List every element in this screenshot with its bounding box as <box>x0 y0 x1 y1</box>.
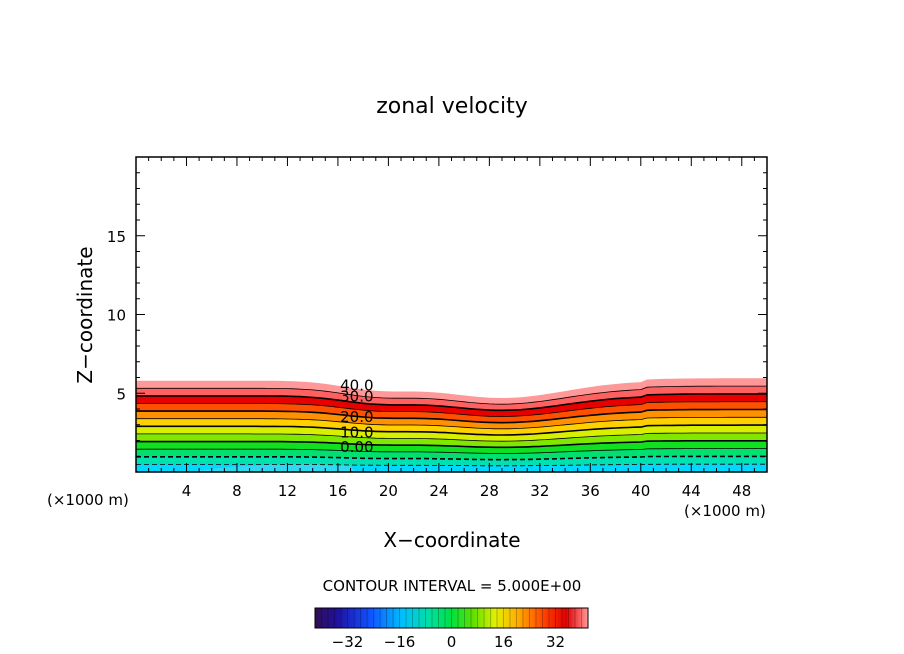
y-axis-label: Z−coordinate <box>73 246 97 383</box>
x-tick-label: 48 <box>732 482 751 500</box>
contour-line <box>136 416 767 430</box>
y-tick-label: 10 <box>107 307 126 325</box>
contour-line <box>136 455 767 461</box>
contour-label: 40.0 <box>340 376 373 394</box>
colorbar-tick-label: −16 <box>384 633 416 651</box>
x-tick-label: 16 <box>328 482 347 500</box>
contour-line <box>136 463 767 467</box>
contour-lines <box>136 385 767 467</box>
contour-line <box>136 448 767 454</box>
contour-labels: 40.030.0 20.010.00.00 <box>340 376 373 455</box>
contour-label: 0.00 <box>340 438 373 456</box>
x-tick-label: 12 <box>278 482 297 500</box>
x-tick-label: 28 <box>480 482 499 500</box>
contour-line <box>136 440 767 449</box>
colorbar-tick-label: 16 <box>494 633 513 651</box>
x-axis-label: X−coordinate <box>383 528 520 552</box>
x-tick-label: 8 <box>232 482 242 500</box>
x-tick-label: 20 <box>379 482 398 500</box>
contour-interval-text: CONTOUR INTERVAL = 5.000E+00 <box>323 577 582 595</box>
x-tick-label: 44 <box>682 482 701 500</box>
colorbar-tick-label: −32 <box>332 633 364 651</box>
contour-line <box>136 393 767 412</box>
y-tick-labels: 5 10 15 <box>107 228 126 404</box>
x-tick-label: 36 <box>581 482 600 500</box>
contour-line <box>136 408 767 424</box>
x-unit-left: (×1000 m) <box>47 491 129 509</box>
y-tick-label: 15 <box>107 228 126 246</box>
colorbar-tick-labels: −32 −16 0 16 32 <box>332 633 565 651</box>
chart-title: zonal velocity <box>376 94 528 119</box>
colorbar-tick-label: 0 <box>447 633 457 651</box>
colorbar-stripes <box>321 608 582 628</box>
x-tick-label: 24 <box>429 482 448 500</box>
axis-ticks <box>136 157 767 472</box>
contour-line <box>136 432 767 442</box>
colorbar-tick-label: 32 <box>546 633 565 651</box>
x-tick-labels: 4 8 12 16 20 24 28 32 36 40 44 48 <box>182 482 752 500</box>
y-tick-label: 5 <box>116 385 126 403</box>
contour-line <box>136 424 767 436</box>
contour-label: 20.0 <box>340 408 373 426</box>
x-tick-label: 4 <box>182 482 192 500</box>
x-tick-label: 40 <box>631 482 650 500</box>
field-low-patch <box>186 464 357 472</box>
contour-label: 30.0 <box>340 387 373 405</box>
x-unit-right: (×1000 m) <box>684 502 766 520</box>
contour-line <box>136 385 767 405</box>
x-tick-label: 32 <box>530 482 549 500</box>
contour-line <box>136 401 767 417</box>
contour-label: 10.0 <box>340 424 373 442</box>
